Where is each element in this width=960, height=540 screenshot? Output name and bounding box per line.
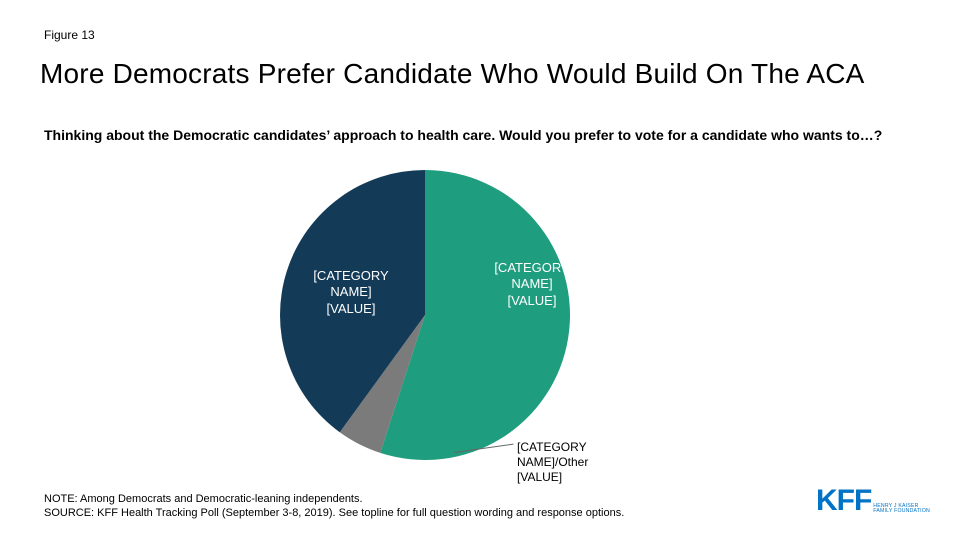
slice-label-replace-l2: NAME]	[330, 284, 371, 299]
pie-chart	[0, 160, 960, 470]
footnote-line2: SOURCE: KFF Health Tracking Poll (Septem…	[44, 507, 624, 519]
page-title: More Democrats Prefer Candidate Who Woul…	[40, 58, 865, 90]
footnote: NOTE: Among Democrats and Democratic-lea…	[44, 492, 804, 521]
kff-logo-main: KFF	[816, 484, 871, 518]
kff-logo-sub: HENRY J KAISERFAMILY FOUNDATION	[873, 504, 930, 514]
slice-label-dkother-l2: NAME]/Other	[517, 455, 588, 469]
figure-number: Figure 13	[44, 28, 95, 42]
slice-label-replace-l1: [CATEGORY	[313, 268, 388, 283]
kff-logo-sub2: FAMILY FOUNDATION	[873, 508, 930, 514]
slice-label-dkother-l1: [CATEGORY	[517, 440, 587, 454]
slice-label-dkother: [CATEGORY NAME]/Other [VALUE]	[517, 440, 627, 485]
slice-label-buildon-l2: NAME]	[511, 276, 552, 291]
survey-question: Thinking about the Democratic candidates…	[44, 126, 904, 145]
slice-label-buildon-l3: [VALUE]	[508, 293, 557, 308]
footnote-line1: NOTE: Among Democrats and Democratic-lea…	[44, 493, 363, 505]
kff-logo: KFFHENRY J KAISERFAMILY FOUNDATION	[816, 484, 930, 518]
page: Figure 13 More Democrats Prefer Candidat…	[0, 0, 960, 540]
slice-label-buildon: [CATEGORY NAME] [VALUE]	[486, 260, 578, 309]
slice-label-dkother-l3: [VALUE]	[517, 470, 562, 484]
slice-label-replace: [CATEGORY NAME] [VALUE]	[306, 268, 396, 317]
slice-label-buildon-l1: [CATEGORY	[494, 260, 569, 275]
slice-label-replace-l3: [VALUE]	[327, 301, 376, 316]
